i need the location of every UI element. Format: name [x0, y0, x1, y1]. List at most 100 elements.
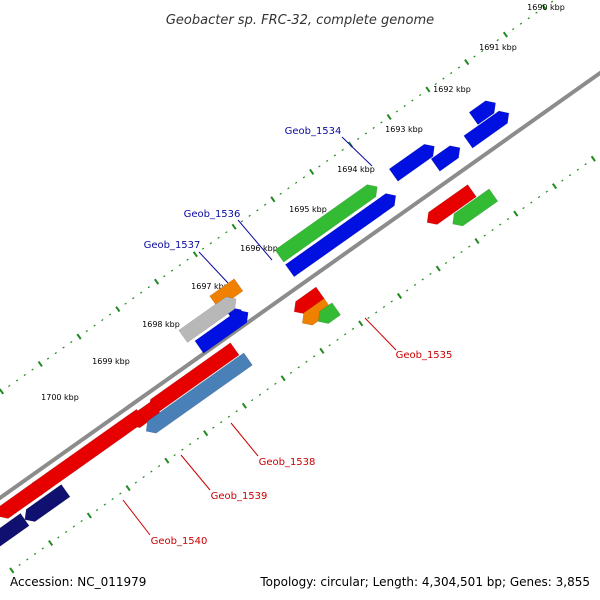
feature-navy — [0, 512, 30, 547]
outer-minor-tick — [403, 104, 406, 108]
inner-minor-tick — [460, 250, 463, 254]
outer-minor-tick — [302, 176, 306, 179]
accession-text: Accession: NC_011979 — [10, 575, 146, 589]
inner-minor-tick — [212, 426, 215, 429]
inner-major-tick — [396, 292, 403, 299]
inner-major-tick — [86, 512, 92, 519]
gene-label-leaders — [122, 136, 397, 536]
outer-major-tick — [0, 388, 5, 395]
inner-minor-tick — [568, 174, 572, 177]
inner-minor-tick — [483, 234, 486, 237]
inner-minor-tick — [157, 465, 161, 468]
feature-geob1536 — [209, 278, 244, 309]
feature-geob1539 — [145, 352, 253, 434]
inner-minor-tick — [382, 305, 386, 308]
inner-minor-tick — [251, 399, 254, 402]
inner-minor-tick — [499, 223, 502, 226]
tick-label: 1691 kbp — [479, 43, 517, 52]
feature-red — [426, 184, 477, 225]
inner-minor-tick — [142, 476, 145, 479]
tick-label: 1699 kbp — [92, 357, 130, 366]
inner-major-tick — [9, 567, 15, 574]
feature-blue-top — [468, 100, 496, 126]
outer-major-tick — [309, 168, 315, 175]
inner-minor-tick — [26, 558, 29, 561]
inner-minor-tick — [545, 190, 548, 193]
gene-label: Geob_1535 — [396, 350, 453, 361]
inner-minor-tick — [367, 316, 370, 319]
tick-label: 1700 kbp — [41, 393, 79, 402]
outer-minor-tick — [31, 368, 34, 371]
inner-minor-tick — [530, 201, 533, 204]
tick-label: 1690 kbp — [527, 3, 565, 12]
outer-minor-tick — [519, 22, 523, 25]
inner-minor-tick — [258, 393, 262, 396]
gene-label: Geob_1534 — [285, 126, 342, 137]
gene-label: Geob_1538 — [259, 457, 316, 468]
outer-minor-tick — [217, 236, 220, 239]
gene-label: Geob_1540 — [151, 536, 208, 547]
outer-major-tick — [76, 333, 82, 340]
outer-minor-tick — [325, 159, 329, 162]
inner-minor-tick — [561, 179, 564, 182]
outer-minor-tick — [225, 231, 228, 234]
inner-minor-tick — [413, 283, 417, 287]
inner-minor-tick — [406, 289, 409, 292]
feature-red — [0, 480, 44, 519]
outer-minor-tick — [108, 313, 112, 316]
tick-labels: 1690 kbp 1691 kbp 1692 kbp 1693 kbp 1694 kbp… — [41, 3, 565, 402]
inner-minor-tick — [444, 261, 448, 265]
outer-minor-tick — [139, 291, 143, 294]
inner-tick-track — [9, 153, 600, 574]
inner-major-tick — [513, 210, 519, 217]
inner-major-tick — [203, 430, 209, 437]
outer-minor-tick — [132, 297, 135, 300]
inner-minor-tick — [227, 415, 231, 418]
gene-label-leader — [180, 454, 211, 491]
inner-minor-tick — [537, 196, 541, 199]
outer-minor-tick — [62, 346, 65, 349]
inner-minor-tick — [80, 519, 83, 523]
topology-text: Topology: circular; Length: 4,304,501 bp… — [259, 575, 590, 589]
inner-minor-tick — [134, 481, 138, 484]
outer-minor-tick — [15, 379, 19, 382]
inner-minor-tick — [266, 388, 269, 391]
gene-label-leader — [198, 251, 229, 284]
outer-minor-tick — [46, 357, 50, 360]
outer-minor-tick — [450, 71, 453, 75]
outer-minor-tick — [419, 93, 422, 97]
inner-minor-tick — [57, 536, 60, 539]
gene-features — [0, 100, 510, 547]
outer-minor-tick — [8, 384, 11, 388]
tick-label: 1696 kbp — [240, 244, 278, 253]
inner-minor-tick — [328, 344, 331, 347]
inner-minor-tick — [305, 360, 308, 363]
outer-minor-tick — [496, 39, 499, 42]
gene-labels: Geob_1534 Geob_1536 Geob_1537 Geob_1535 Geob… — [144, 126, 453, 547]
gene-label-leader — [122, 499, 151, 536]
outer-minor-tick — [481, 50, 484, 53]
inner-minor-tick — [344, 333, 347, 336]
map-title: Geobacter sp. FRC-32, complete genome — [166, 13, 434, 28]
feature-blue — [430, 145, 461, 172]
genome-backbone — [0, 70, 600, 501]
outer-minor-tick — [248, 214, 251, 217]
outer-major-tick — [386, 113, 392, 121]
outer-major-tick — [270, 196, 276, 203]
inner-minor-tick — [64, 530, 68, 534]
outer-minor-tick — [163, 275, 166, 278]
inner-minor-tick — [18, 563, 21, 566]
inner-major-tick — [319, 347, 325, 354]
gene-label: Geob_1537 — [144, 240, 201, 251]
feature-blue — [388, 143, 435, 182]
outer-minor-tick — [93, 324, 96, 327]
inner-minor-tick — [111, 497, 114, 501]
outer-minor-tick — [434, 82, 437, 86]
inner-major-tick — [280, 375, 286, 382]
outer-minor-tick — [527, 17, 530, 20]
inner-major-tick — [474, 238, 480, 245]
inner-major-tick — [358, 320, 364, 327]
gene-label: Geob_1536 — [184, 209, 241, 220]
outer-minor-tick — [124, 302, 127, 305]
